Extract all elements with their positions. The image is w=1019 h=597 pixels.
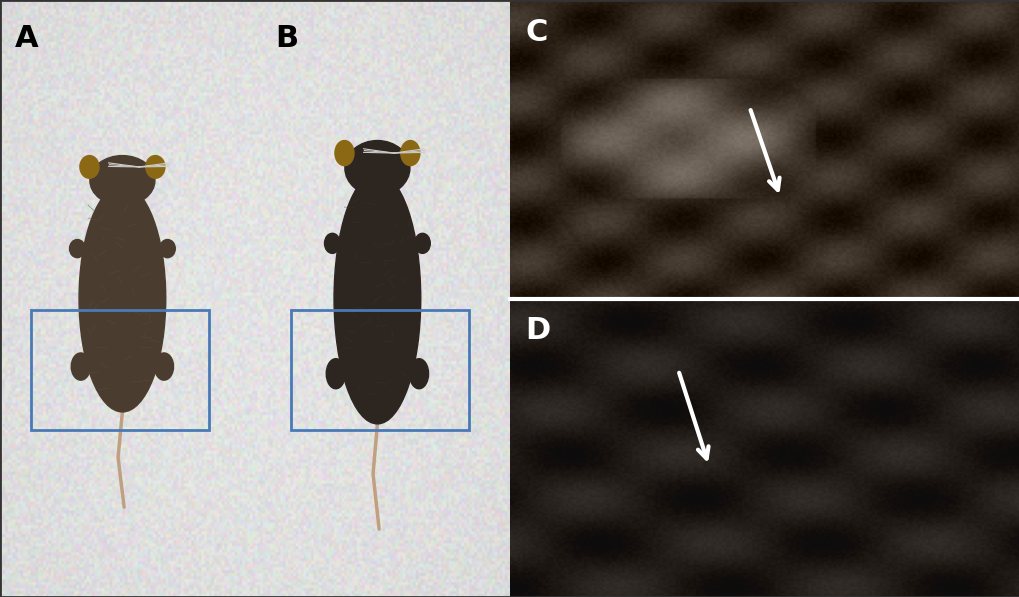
Ellipse shape <box>415 233 430 253</box>
Ellipse shape <box>400 140 420 165</box>
Ellipse shape <box>71 353 91 380</box>
Ellipse shape <box>90 156 155 205</box>
Ellipse shape <box>79 156 99 179</box>
Ellipse shape <box>326 359 345 389</box>
Ellipse shape <box>334 173 421 424</box>
Text: B: B <box>275 24 299 53</box>
Ellipse shape <box>146 156 165 179</box>
Ellipse shape <box>324 233 339 253</box>
Bar <box>31 310 209 430</box>
Ellipse shape <box>154 353 173 380</box>
Ellipse shape <box>409 359 428 389</box>
Text: C: C <box>525 18 547 47</box>
Ellipse shape <box>69 239 85 258</box>
Text: A: A <box>15 24 39 53</box>
Ellipse shape <box>79 185 166 412</box>
Ellipse shape <box>344 140 410 196</box>
Bar <box>290 310 469 430</box>
Ellipse shape <box>334 140 354 165</box>
Ellipse shape <box>160 239 175 258</box>
Text: D: D <box>525 316 550 346</box>
